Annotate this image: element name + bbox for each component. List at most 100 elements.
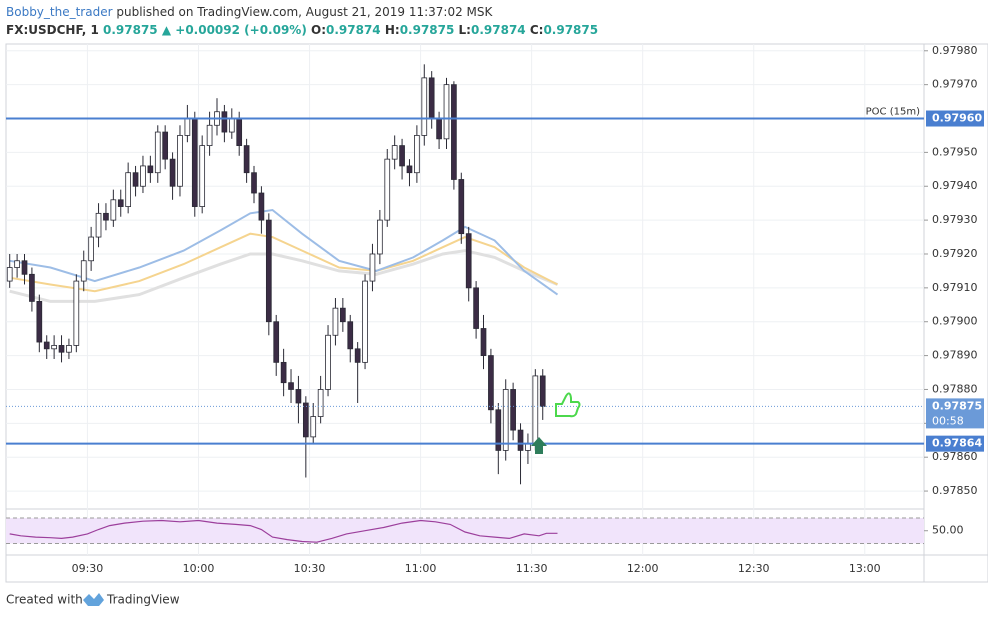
level-badge: [926, 435, 984, 452]
candle-body: [495, 409, 502, 451]
author[interactable]: Bobby_the_trader: [6, 5, 113, 19]
candle-body: [421, 77, 428, 136]
candle-body: [243, 145, 250, 174]
moving-average: [9, 232, 558, 293]
candle-body: [199, 145, 206, 207]
o: 0.97874: [326, 23, 381, 37]
rsi-line: [9, 519, 558, 543]
y-tick-label: 0.97950: [932, 145, 978, 158]
x-tick-label: 10:00: [183, 562, 215, 575]
candle-body: [473, 287, 479, 329]
signal-arrow: [531, 437, 547, 454]
y-tick-label: 50.00: [932, 524, 964, 537]
o-label: O:: [311, 23, 326, 37]
candle-body: [347, 321, 354, 350]
l: 0.97874: [471, 23, 526, 37]
y-tick-label: 0.97890: [932, 349, 978, 362]
candle-body: [480, 328, 487, 356]
candle-body: [6, 267, 13, 282]
candle-body: [154, 131, 161, 174]
candle-body: [236, 118, 243, 147]
footer-brand[interactable]: TradingView: [106, 593, 180, 607]
level-badge: [926, 110, 984, 127]
footer-created: Created with: [6, 593, 83, 607]
candle-body: [436, 118, 442, 140]
c: 0.97875: [543, 23, 598, 37]
frame: [5, 43, 988, 583]
candle-body: [310, 416, 317, 438]
x-tick-label: 10:30: [294, 562, 326, 575]
candle-body: [177, 135, 183, 187]
candle-body: [228, 118, 235, 133]
candle-body: [251, 172, 257, 194]
candle-body: [325, 334, 331, 390]
candle-body: [110, 199, 117, 221]
candle-body: [51, 345, 57, 350]
x-tick-label: 11:30: [516, 562, 548, 575]
tv-logo: [83, 593, 104, 606]
candle-body: [21, 260, 28, 275]
candle-body: [265, 219, 272, 323]
candle-body: [488, 355, 494, 411]
candle-body: [502, 389, 509, 451]
candle-body: [354, 348, 361, 363]
candle-body: [414, 135, 420, 174]
candle-body: [169, 158, 176, 187]
level-label: 0.97864: [932, 437, 982, 450]
y-tick-label: 0.97940: [932, 179, 978, 192]
thumb-icon: [555, 392, 581, 418]
candle-body: [273, 321, 280, 363]
l-label: L:: [459, 23, 471, 37]
candle-body: [103, 212, 109, 221]
change: +0.00092 (+0.09%): [175, 23, 307, 37]
candle-body: [451, 84, 457, 180]
candle-body: [362, 280, 368, 363]
y-tick-label: 0.97900: [932, 315, 978, 328]
candle-body: [317, 389, 324, 417]
candle-body: [66, 345, 72, 353]
candle-body: [295, 389, 302, 404]
candle-body: [340, 307, 346, 323]
candle-body: [302, 402, 309, 438]
candle-body: [517, 429, 524, 451]
candle-body: [369, 253, 376, 282]
countdown: 00:58: [932, 414, 964, 427]
candle-body: [36, 301, 43, 343]
moving-average: [9, 208, 559, 296]
candle-body: [147, 165, 154, 174]
header-line: Bobby_the_trader published on TradingVie…: [6, 5, 494, 19]
candle-body: [539, 375, 546, 407]
candle-body: [510, 389, 516, 431]
h-label: H:: [385, 23, 400, 37]
candle-body: [162, 131, 169, 160]
candle-body: [384, 158, 391, 221]
y-tick-label: 0.97880: [932, 382, 978, 395]
x-tick-label: 09:30: [72, 562, 104, 575]
last-price-badge: [926, 398, 984, 429]
candle-body: [399, 145, 405, 167]
y-tick-label: 0.97920: [932, 247, 978, 260]
candle-body: [140, 165, 146, 187]
x-tick-label: 11:00: [405, 562, 437, 575]
candle-body: [117, 199, 124, 207]
candle-body: [428, 77, 435, 119]
candle-body: [377, 219, 383, 255]
candle-body: [465, 233, 472, 289]
y-tick-label: 0.97930: [932, 213, 978, 226]
candle-body: [280, 361, 287, 384]
candle-body: [391, 145, 398, 160]
plot: 09:30 10:00 10:30 11:00 11:30 12:00 12:30 13:00…: [6, 44, 984, 575]
candle-body: [443, 84, 450, 140]
level-label: 0.97960: [932, 112, 982, 125]
candle-body: [184, 118, 191, 136]
h: 0.97875: [400, 23, 455, 37]
candle-body: [125, 172, 131, 207]
candle-body: [132, 172, 139, 187]
candle-body: [332, 307, 339, 336]
rsi-band: [6, 518, 924, 544]
candle-body: [525, 443, 531, 451]
candle-body: [221, 111, 228, 133]
y-tick-label: 0.97970: [932, 78, 978, 91]
y-tick-label: 0.97910: [932, 281, 978, 294]
